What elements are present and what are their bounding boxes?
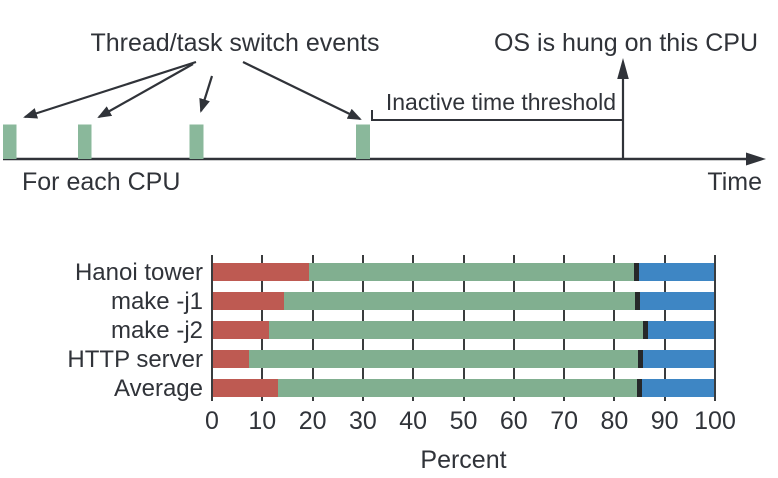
time-axis-label: Time (707, 168, 762, 196)
switch-event-mark (3, 124, 17, 159)
bar-rows (212, 255, 715, 401)
x-tick-label: 100 (694, 407, 736, 435)
event-arrow (199, 75, 214, 113)
category-label: Average (114, 375, 203, 402)
bar-row (212, 292, 715, 310)
bar-segment-green (248, 350, 638, 368)
x-axis-title: Percent (420, 446, 507, 474)
time-axis-arrowhead-icon (746, 152, 766, 166)
x-tick-label: 20 (298, 407, 327, 435)
bar-segment-green (277, 379, 638, 397)
bar-segment-blue (642, 350, 715, 368)
bar-segment-blue (648, 321, 715, 339)
bar-segment-blue (642, 379, 715, 397)
switch-event-mark (189, 124, 204, 159)
x-tick-label: 0 (205, 407, 219, 435)
bar-segment-black (634, 292, 640, 310)
x-tick-label: 90 (650, 407, 679, 435)
x-tick-label: 80 (600, 407, 629, 435)
event-arrow (97, 63, 194, 118)
bar-row (212, 350, 715, 368)
gridline (714, 255, 716, 401)
bar-segment-red (212, 263, 310, 281)
x-tick-label: 10 (248, 407, 277, 435)
for-each-cpu-label: For each CPU (22, 168, 180, 196)
bar-segment-black (634, 263, 640, 281)
gridline (211, 255, 213, 401)
thread-switch-label: Thread/task switch events (90, 29, 379, 57)
category-label: HTTP server (67, 346, 203, 373)
bar-segment-red (212, 379, 278, 397)
x-tick-label: 70 (550, 407, 578, 435)
event-arrow (242, 61, 362, 120)
bar-segment-red (212, 292, 285, 310)
inactive-threshold-label: Inactive time threshold (386, 89, 616, 115)
category-label: Hanoi tower (74, 259, 203, 286)
hung-arrowhead-icon (617, 58, 629, 79)
bar-segment-red (212, 350, 249, 368)
x-tick-label: 50 (449, 407, 478, 435)
bar-segment-black (637, 350, 643, 368)
plot-area (211, 255, 716, 401)
x-tick-label: 40 (399, 407, 428, 435)
bar-segment-green (284, 292, 635, 310)
bar-segment-green (309, 263, 635, 281)
bar-segment-blue (639, 292, 715, 310)
bar-segment-red (212, 321, 269, 339)
bar-segment-black (643, 321, 649, 339)
bar-segment-green (268, 321, 644, 339)
bar-row (212, 263, 715, 281)
bar-row (212, 379, 715, 397)
category-label: make -j1 (110, 288, 203, 315)
x-tick-label: 60 (499, 407, 528, 435)
timeline-diagram: Thread/task switch events OS is hung on … (3, 29, 766, 196)
event-arrow (23, 60, 197, 119)
threshold-bracket (371, 110, 622, 121)
x-tick-label: 30 (348, 407, 377, 435)
x-axis: 0 10 20 30 40 50 60 70 80 90 100 (205, 406, 736, 438)
bar-segment-black (637, 379, 643, 397)
category-labels: Hanoi tower make -j1 make -j2 HTTP server Av… (0, 255, 203, 402)
os-hung-label: OS is hung on this CPU (494, 29, 758, 57)
switch-event-mark (78, 124, 92, 159)
category-label: make -j2 (110, 317, 203, 344)
switch-event-mark (356, 124, 370, 159)
bar-chart: Hanoi tower make -j1 make -j2 HTTP server Av… (0, 248, 778, 478)
bar-segment-blue (639, 263, 715, 281)
bar-row (212, 321, 715, 339)
